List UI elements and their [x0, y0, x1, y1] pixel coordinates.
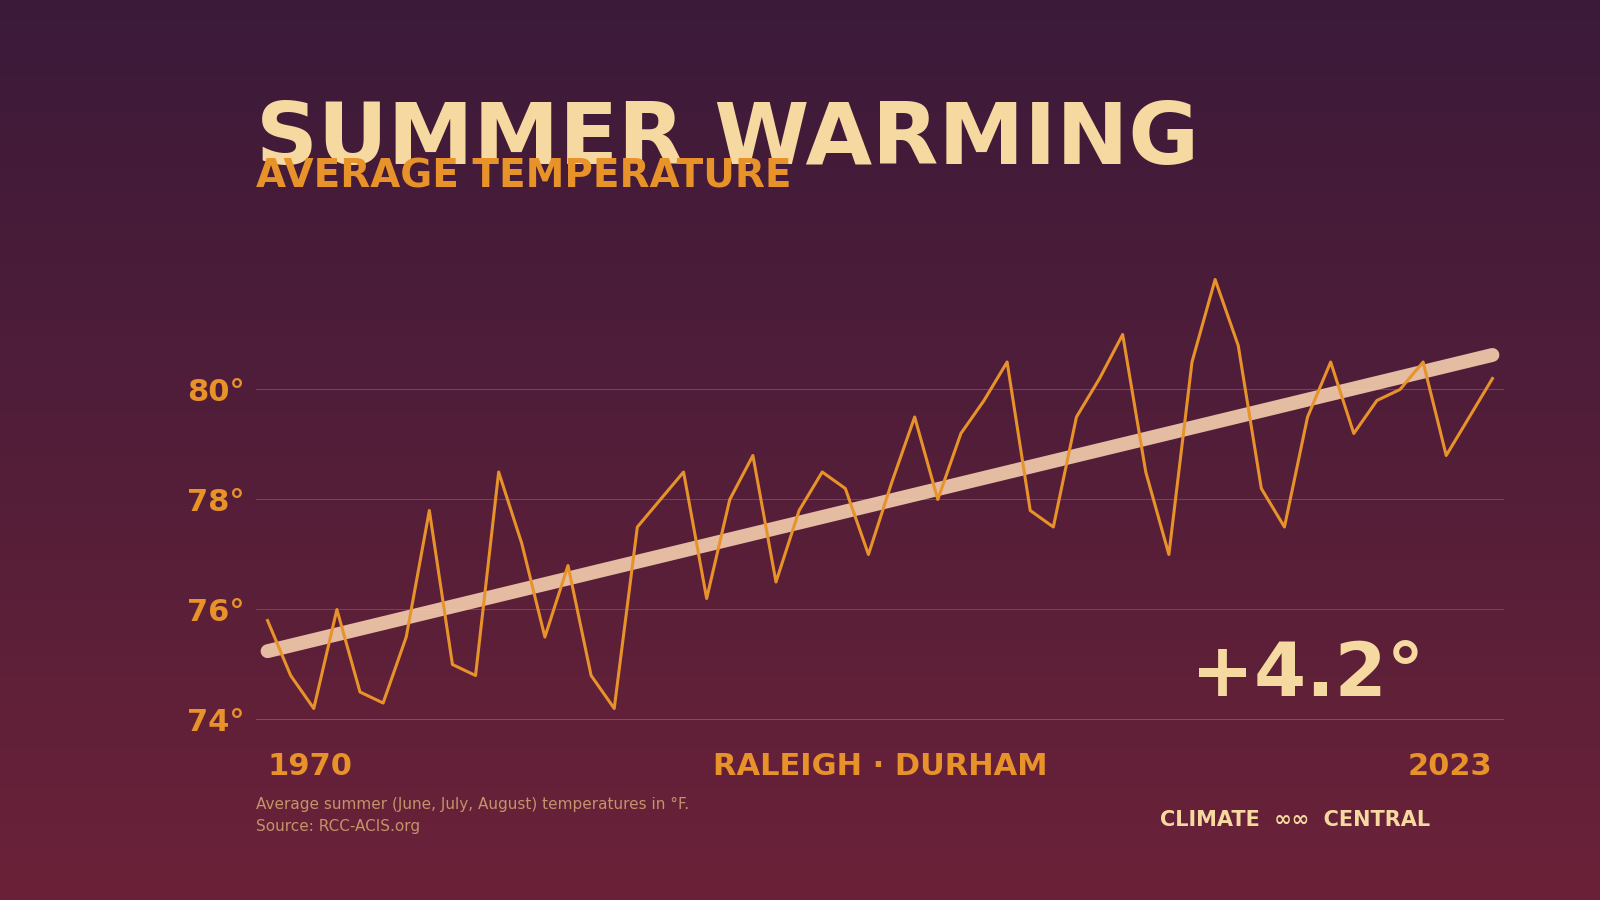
Text: Average summer (June, July, August) temperatures in °F.: Average summer (June, July, August) temp…: [256, 796, 690, 812]
Text: 2023: 2023: [1408, 752, 1493, 781]
Text: AVERAGE TEMPERATURE: AVERAGE TEMPERATURE: [256, 158, 792, 195]
Text: +4.2°: +4.2°: [1190, 639, 1424, 712]
Text: CLIMATE  ∞∞  CENTRAL: CLIMATE ∞∞ CENTRAL: [1160, 810, 1430, 830]
Text: RALEIGH · DURHAM: RALEIGH · DURHAM: [712, 752, 1048, 781]
Text: SUMMER WARMING: SUMMER WARMING: [256, 99, 1198, 182]
Text: Source: RCC-ACIS.org: Source: RCC-ACIS.org: [256, 819, 421, 834]
Text: 1970: 1970: [267, 752, 352, 781]
